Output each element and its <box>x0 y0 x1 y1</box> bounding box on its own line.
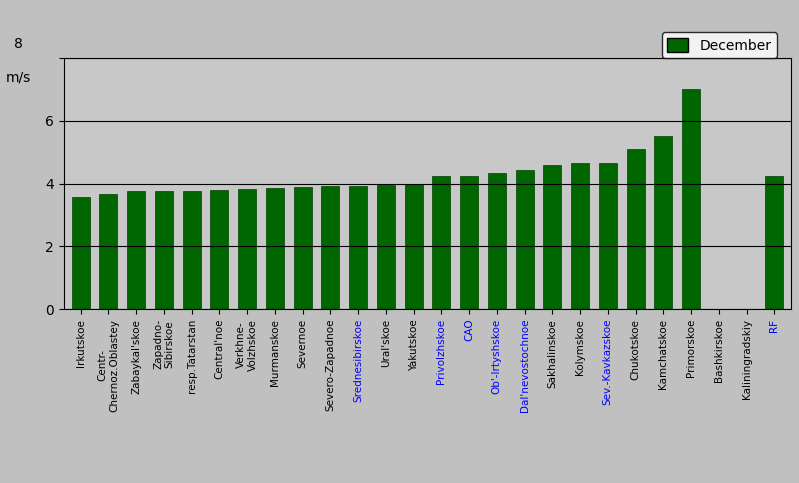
Legend: December: December <box>662 32 777 58</box>
Bar <box>598 163 617 309</box>
Bar <box>349 186 367 309</box>
Bar <box>266 188 284 309</box>
Bar <box>238 189 256 309</box>
Bar <box>765 176 783 309</box>
Bar <box>210 190 229 309</box>
Bar <box>626 149 645 309</box>
Bar <box>377 185 395 309</box>
Bar <box>99 194 117 309</box>
Bar <box>460 176 478 309</box>
Bar <box>654 136 673 309</box>
Bar <box>543 165 562 309</box>
Text: 8: 8 <box>14 37 23 51</box>
Text: m/s: m/s <box>6 70 31 84</box>
Bar <box>155 191 173 309</box>
Bar <box>432 176 451 309</box>
Bar <box>515 170 534 309</box>
Bar <box>182 191 201 309</box>
Bar <box>571 163 589 309</box>
Bar <box>72 197 89 309</box>
Bar <box>321 186 340 309</box>
Bar <box>488 173 506 309</box>
Bar <box>682 89 700 309</box>
Bar <box>293 186 312 309</box>
Bar <box>127 191 145 309</box>
Bar <box>404 185 423 309</box>
